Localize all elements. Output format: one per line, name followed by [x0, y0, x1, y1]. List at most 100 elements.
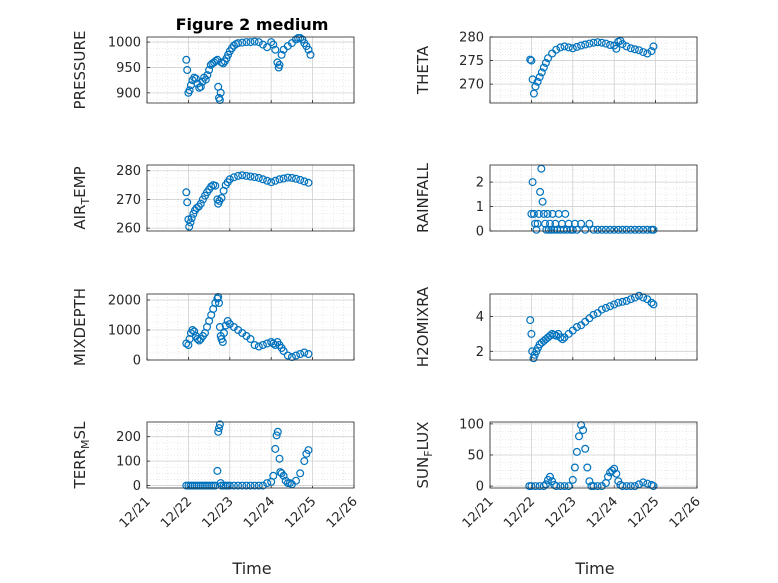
data-point: [192, 204, 201, 213]
y-axis-label: MIXDEPTH: [71, 288, 89, 366]
data-point: [556, 43, 565, 52]
data-point: [533, 219, 542, 228]
data-point: [215, 424, 224, 433]
data-point: [577, 41, 586, 50]
axes-box: [489, 293, 698, 361]
data-point: [618, 40, 627, 49]
data-point: [626, 225, 635, 234]
data-point: [304, 178, 313, 187]
data-point: [606, 225, 615, 234]
data-point: [649, 482, 658, 491]
data-point: [593, 225, 602, 234]
data-point: [527, 482, 536, 491]
data-point: [533, 77, 542, 86]
data-point: [534, 209, 543, 218]
data-point: [263, 479, 272, 488]
x-axis-label-left: Time: [231, 559, 271, 578]
data-point: [545, 472, 554, 481]
axes-box: [146, 164, 355, 232]
y-tick-label: 0: [476, 480, 484, 495]
data-point: [277, 469, 286, 478]
axes-box: [146, 293, 355, 361]
y-tick-label: 260: [116, 222, 141, 237]
x-tick-label: 12/25: [282, 494, 319, 531]
data-point: [597, 225, 606, 234]
y-tick-label: 100: [459, 417, 484, 432]
data-point: [601, 225, 610, 234]
data-point: [279, 347, 288, 356]
data-point: [564, 43, 573, 52]
data-point: [526, 55, 535, 64]
y-tick-label: 2: [476, 345, 484, 360]
data-point: [246, 38, 255, 47]
x-tick-label: 12/26: [324, 494, 361, 531]
data-point: [214, 427, 223, 436]
data-point: [552, 331, 561, 340]
data-point: [271, 444, 280, 453]
data-point: [283, 351, 292, 360]
y-tick-label: 50: [467, 449, 484, 464]
data-point: [527, 56, 536, 65]
data-point: [541, 58, 550, 67]
data-point: [649, 42, 658, 51]
data-point: [279, 471, 288, 480]
data-point: [216, 88, 225, 97]
data-point: [292, 351, 301, 360]
subplot-5: 0 1000 2000 MIXDEPTH: [71, 288, 355, 369]
data-point: [568, 475, 577, 484]
axes-box: [489, 36, 698, 104]
data-point: [269, 471, 278, 480]
data-point: [531, 482, 540, 491]
data-point: [275, 175, 284, 184]
data-point: [254, 481, 263, 490]
data-point: [225, 175, 234, 184]
data-point: [185, 86, 194, 95]
data-point: [589, 482, 598, 491]
x-tick-label: 12/21: [460, 494, 497, 531]
data-point: [183, 65, 192, 74]
data-point: [217, 58, 226, 67]
data-point: [191, 74, 200, 83]
data-point: [528, 178, 537, 187]
y-tick-label: 0: [133, 354, 141, 369]
data-point: [622, 42, 631, 51]
data-point: [272, 431, 281, 440]
data-point: [258, 40, 267, 49]
data-point: [296, 350, 305, 359]
data-point: [196, 82, 205, 91]
data-point: [304, 350, 313, 359]
data-point: [529, 89, 538, 98]
x-tick-label: 12/26: [667, 494, 704, 531]
data-point: [572, 225, 581, 234]
data-point: [634, 291, 643, 300]
data-point: [539, 482, 548, 491]
y-axis-label: RAINFALL: [414, 162, 432, 233]
data-point: [238, 481, 247, 490]
y-tick-label: 280: [459, 31, 484, 46]
y-tick-label: 275: [459, 54, 484, 69]
x-tick-label: 12/23: [543, 494, 580, 531]
data-point: [238, 38, 247, 47]
data-point: [577, 219, 586, 228]
data-point: [254, 173, 263, 182]
data-point: [614, 298, 623, 307]
data-point: [250, 173, 259, 182]
data-point: [269, 40, 278, 49]
data-point: [229, 481, 238, 490]
data-point: [542, 225, 551, 234]
data-point: [201, 75, 210, 84]
data-point: [639, 48, 648, 57]
data-point: [273, 427, 282, 436]
data-point: [215, 420, 224, 429]
data-point: [182, 188, 191, 197]
data-point: [543, 54, 552, 63]
data-point: [581, 225, 590, 234]
data-point: [589, 310, 598, 319]
data-point: [585, 39, 594, 48]
y-tick-label: 900: [116, 86, 141, 101]
subplot-6: 2 4 H2OMIXRA: [414, 286, 698, 367]
data-point: [579, 426, 588, 435]
data-point: [242, 38, 251, 47]
data-point: [601, 303, 610, 312]
